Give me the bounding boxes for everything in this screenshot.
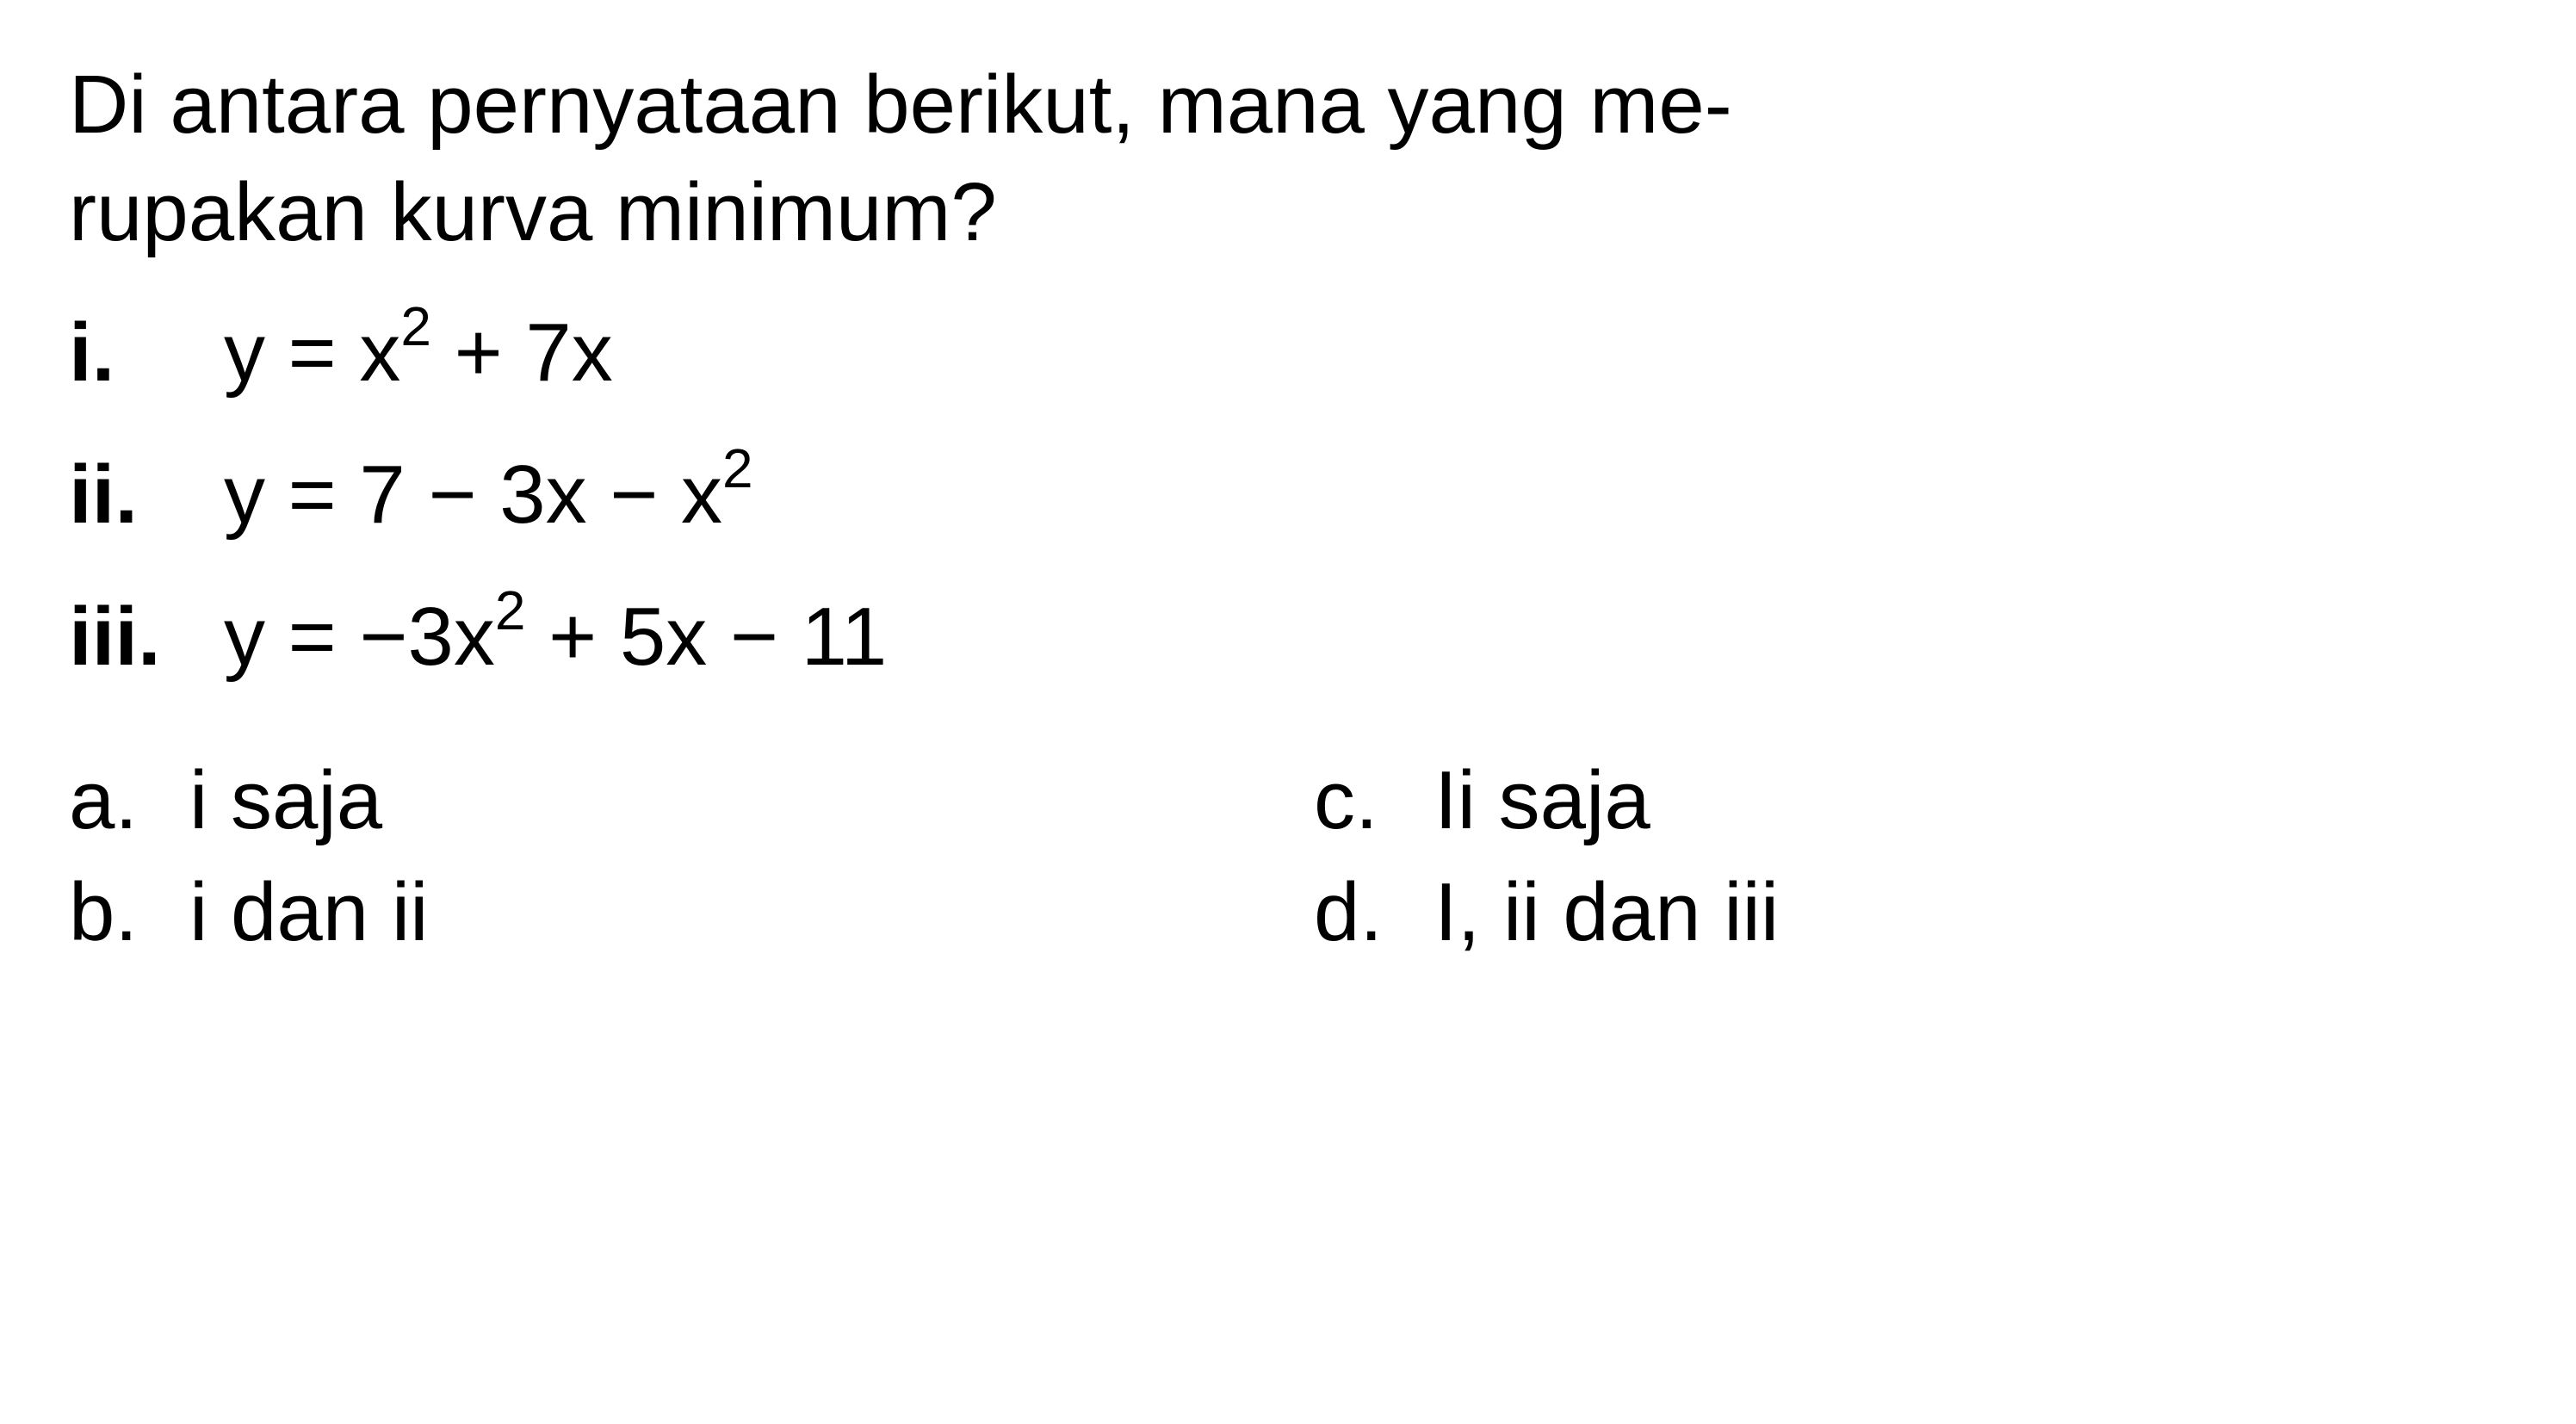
statement-i-equation: y = x2 + 7x xyxy=(224,301,613,400)
option-d-text: I, ii dan iii xyxy=(1434,865,1779,960)
equation-exponent: 2 xyxy=(722,437,753,499)
option-a-label: a. xyxy=(69,753,189,848)
question-text: Di antara pernyataan berikut, mana yang … xyxy=(69,52,2507,267)
option-d: d. I, ii dan iii xyxy=(1314,865,2507,960)
option-a-text: i saja xyxy=(189,753,382,848)
equation-prefix: y = −3x xyxy=(224,591,495,683)
equation-suffix: + 7x xyxy=(431,306,613,399)
statement-iii: iii. y = −3x2 + 5x − 11 xyxy=(69,585,2507,684)
question-container: Di antara pernyataan berikut, mana yang … xyxy=(69,52,2507,960)
option-a: a. i saja xyxy=(69,753,1262,848)
statement-i: i. y = x2 + 7x xyxy=(69,301,2507,400)
option-c: c. Ii saja xyxy=(1314,753,2507,848)
option-d-label: d. xyxy=(1314,865,1434,960)
statement-ii-equation: y = 7 − 3x − x2 xyxy=(224,443,753,542)
equation-prefix: y = x xyxy=(224,306,400,399)
statement-iii-equation: y = −3x2 + 5x − 11 xyxy=(224,585,887,684)
option-c-text: Ii saja xyxy=(1434,753,1650,848)
equation-suffix: + 5x − 11 xyxy=(525,591,887,683)
statement-ii: ii. y = 7 − 3x − x2 xyxy=(69,443,2507,542)
question-line-2: rupakan kurva minimum? xyxy=(69,166,997,258)
option-b-label: b. xyxy=(69,865,189,960)
statement-i-label: i. xyxy=(69,306,224,400)
question-line-1: Di antara pernyataan berikut, mana yang … xyxy=(69,59,1732,151)
statements-list: i. y = x2 + 7x ii. y = 7 − 3x − x2 iii. … xyxy=(69,301,2507,684)
answer-options: a. i saja c. Ii saja b. i dan ii d. I, i… xyxy=(69,753,2507,960)
equation-exponent: 2 xyxy=(495,579,526,641)
equation-exponent: 2 xyxy=(400,295,431,357)
option-b: b. i dan ii xyxy=(69,865,1262,960)
statement-iii-label: iii. xyxy=(69,590,224,684)
statement-ii-label: ii. xyxy=(69,448,224,542)
option-b-text: i dan ii xyxy=(189,865,429,960)
equation-prefix: y = 7 − 3x − x xyxy=(224,449,722,541)
option-c-label: c. xyxy=(1314,753,1434,848)
